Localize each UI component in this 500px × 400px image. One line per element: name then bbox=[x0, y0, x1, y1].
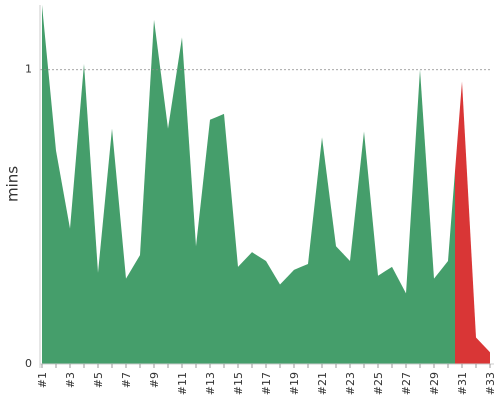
area-segment bbox=[350, 196, 357, 364]
area-segment bbox=[441, 261, 448, 364]
x-tick-label: #21 bbox=[316, 372, 329, 395]
area-segment bbox=[469, 209, 476, 364]
area-segment bbox=[406, 181, 413, 364]
x-tick-label: #27 bbox=[400, 372, 413, 395]
area-segment bbox=[140, 137, 147, 364]
area-segment bbox=[84, 63, 91, 365]
area-segment bbox=[147, 19, 154, 365]
area-segment bbox=[364, 131, 371, 364]
area-segment bbox=[462, 81, 469, 365]
area-segment bbox=[476, 337, 483, 364]
x-tick-label: #23 bbox=[344, 372, 357, 395]
area-segment bbox=[294, 266, 301, 364]
area-segment bbox=[378, 271, 385, 364]
area-segment bbox=[287, 269, 294, 364]
area-segment bbox=[196, 183, 203, 364]
y-tick-label: 0 bbox=[25, 357, 32, 370]
x-tick-label: #9 bbox=[148, 372, 161, 388]
area-segment bbox=[385, 266, 392, 364]
x-tick-label: #3 bbox=[64, 372, 77, 388]
x-tick-label: #13 bbox=[204, 372, 217, 395]
area-segment bbox=[182, 37, 189, 365]
area-segment bbox=[315, 137, 322, 364]
area-segment bbox=[217, 113, 224, 365]
area-segment bbox=[322, 137, 329, 364]
x-tick-label: #31 bbox=[456, 372, 469, 395]
area-segment bbox=[259, 256, 266, 364]
area-segment bbox=[420, 69, 427, 364]
area-segment bbox=[434, 269, 441, 364]
area-segment bbox=[266, 261, 273, 364]
x-tick-label: #5 bbox=[92, 372, 105, 388]
area-segment bbox=[343, 253, 350, 364]
area-segment bbox=[455, 81, 462, 365]
area-segment bbox=[91, 168, 98, 364]
area-segment bbox=[392, 266, 399, 364]
area-segment bbox=[273, 272, 280, 364]
area-segment bbox=[161, 74, 168, 364]
area-segment bbox=[371, 203, 378, 364]
area-segment bbox=[301, 263, 308, 364]
area-segment bbox=[308, 200, 315, 364]
y-axis-label: mins bbox=[4, 166, 22, 202]
area-segment bbox=[112, 128, 119, 364]
area-segment bbox=[399, 280, 406, 364]
x-tick-label: #17 bbox=[260, 372, 273, 395]
area-segment bbox=[49, 77, 56, 364]
area-segment bbox=[98, 200, 105, 364]
area-segment bbox=[119, 203, 126, 364]
x-tick-label: #1 bbox=[36, 372, 49, 388]
area-segment bbox=[154, 19, 161, 365]
area-segment bbox=[105, 128, 112, 364]
area-segment bbox=[168, 82, 175, 365]
area-segment bbox=[427, 174, 434, 364]
x-tick-label: #33 bbox=[484, 372, 497, 395]
area-segment bbox=[63, 189, 70, 364]
area-segment bbox=[280, 277, 287, 364]
area-segment bbox=[252, 252, 259, 364]
area-segment bbox=[203, 119, 210, 364]
area-segment bbox=[357, 131, 364, 364]
x-tick-label: #19 bbox=[288, 372, 301, 395]
area-segment bbox=[238, 259, 245, 364]
y-tick-label: 1 bbox=[25, 63, 32, 76]
area-segment bbox=[224, 113, 231, 365]
area-segment bbox=[329, 191, 336, 364]
area-segment bbox=[210, 116, 217, 364]
area-segment bbox=[189, 141, 196, 364]
area-segment bbox=[126, 266, 133, 364]
x-tick-label: #11 bbox=[176, 372, 189, 395]
area-segment bbox=[336, 246, 343, 364]
area-segment bbox=[231, 190, 238, 364]
area-segment bbox=[70, 146, 77, 364]
area-segment bbox=[42, 5, 49, 364]
area-segment bbox=[245, 252, 252, 364]
x-tick-label: #15 bbox=[232, 372, 245, 395]
area-segment bbox=[56, 150, 63, 364]
area-segment bbox=[77, 63, 84, 365]
area-segment bbox=[483, 344, 490, 364]
area-segment bbox=[448, 171, 455, 364]
x-tick-label: #25 bbox=[372, 372, 385, 395]
x-tick-label: #7 bbox=[120, 372, 133, 388]
x-tick-label: #29 bbox=[428, 372, 441, 395]
area-segment bbox=[175, 37, 182, 365]
area-segment bbox=[133, 255, 140, 364]
area-segment bbox=[413, 69, 420, 364]
